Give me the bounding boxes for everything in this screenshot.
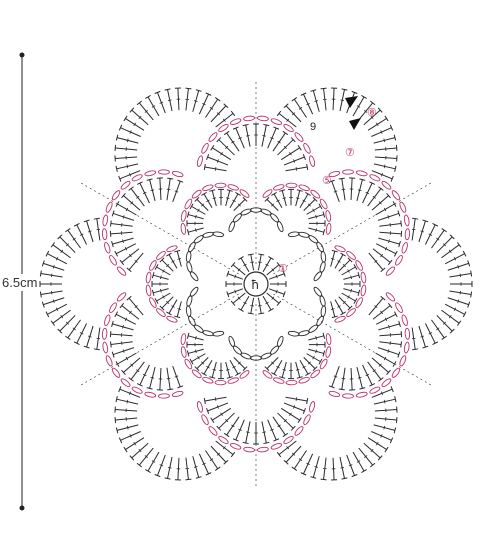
row-label-9: 9: [310, 121, 317, 133]
svg-text:ħ: ħ: [251, 278, 259, 292]
row-label-1: ①: [278, 263, 288, 275]
magic-ring: [243, 271, 269, 297]
start-arrows: [345, 96, 361, 130]
arrow-icon: [345, 96, 358, 108]
flower-motif-diagram: ħ: [39, 79, 473, 489]
size-label: 6.5cm: [2, 274, 38, 291]
corner-fragment: - - -: [400, 0, 416, 4]
row-label-5: ⑤: [322, 175, 332, 187]
row-label-7: ⑦: [345, 147, 355, 159]
row-label-8: ⑧: [367, 107, 377, 119]
arrow-icon: [349, 118, 361, 130]
